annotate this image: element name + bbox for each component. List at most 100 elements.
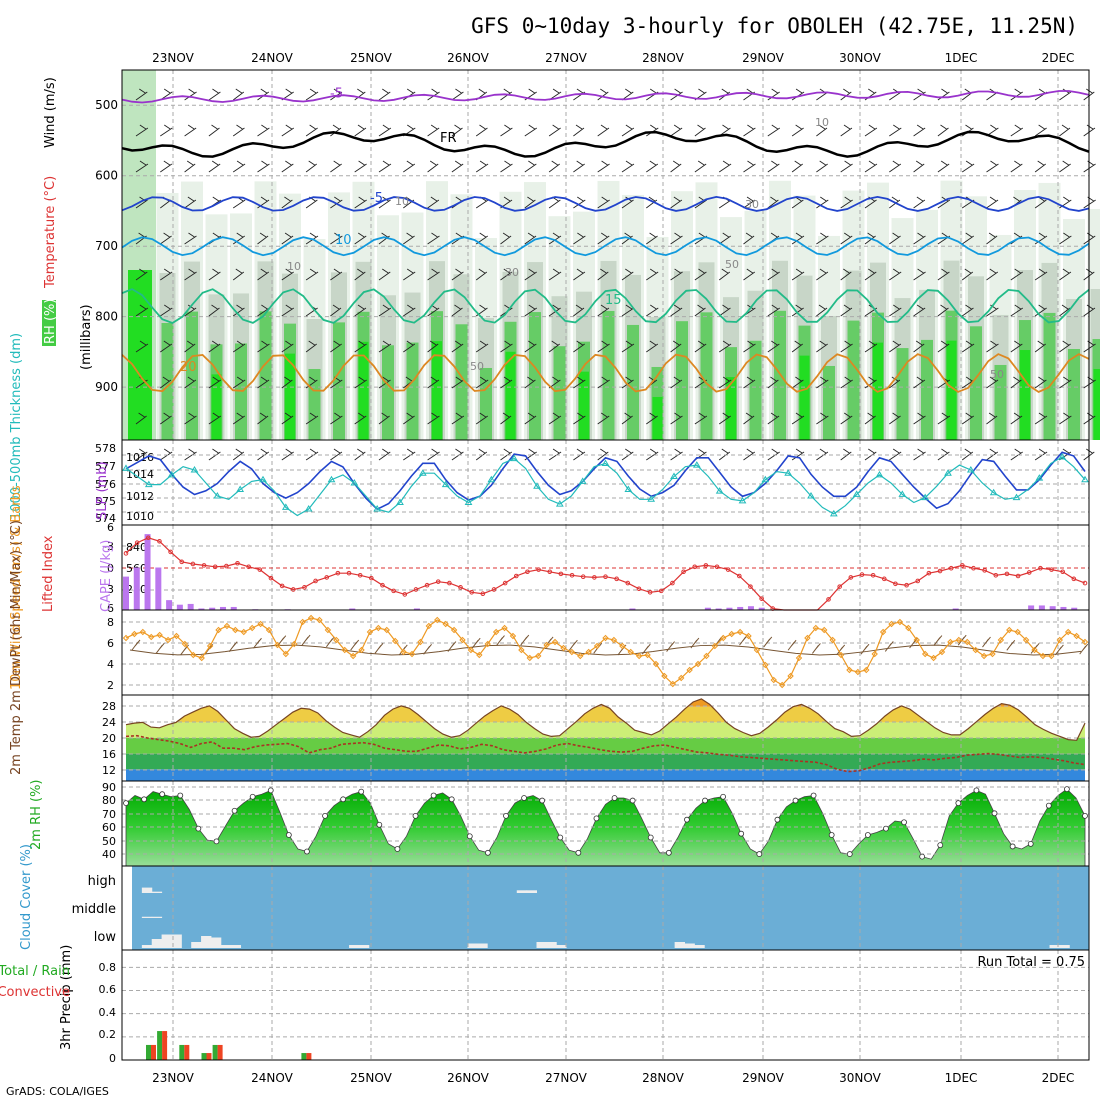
y-tick-upper-air: 700 xyxy=(95,239,118,253)
wind-barb xyxy=(378,124,392,137)
thickness-marker xyxy=(670,472,678,479)
wind-barb xyxy=(184,268,197,281)
wind-barb xyxy=(573,340,585,353)
lifted-index-ylabel: Lifted Index xyxy=(41,535,56,612)
wind-speed-marker xyxy=(122,634,130,642)
wind-speed-marker xyxy=(627,648,634,656)
wind-barb xyxy=(135,448,148,461)
lifted-index-marker xyxy=(725,567,731,572)
wind-speed-marker xyxy=(728,630,735,638)
wind-barb xyxy=(257,340,270,353)
y-tick-lifted-index: 0 xyxy=(107,562,114,575)
thickness-marker xyxy=(944,469,952,476)
thickness-marker xyxy=(715,487,724,494)
surface-wind-barb xyxy=(1055,644,1064,656)
temperature-ylabel-group: 2m Temp 2m DewPt (6hr Min/Max) (°C) xyxy=(9,520,24,775)
wind-speed-marker xyxy=(1064,628,1072,636)
wind-barb xyxy=(403,160,416,173)
rh-shade-70 xyxy=(847,320,860,440)
wind-speed-marker xyxy=(265,626,273,634)
wind-speed-marker xyxy=(1048,652,1055,660)
wind-barb xyxy=(160,124,173,137)
wind-barb xyxy=(524,196,536,209)
wind-barb xyxy=(961,304,974,317)
wind-speed-marker xyxy=(492,628,500,636)
rh-marker xyxy=(738,830,745,837)
cloud-cover-bar xyxy=(684,943,695,948)
wind-speed-marker xyxy=(307,614,315,622)
wind-speed-marker xyxy=(863,666,870,674)
wind-barb xyxy=(646,160,659,173)
wind-barb xyxy=(743,268,756,281)
precip-convective-bar xyxy=(184,1044,190,1060)
y-tick-upper-air: 900 xyxy=(95,380,118,394)
rh-marker xyxy=(466,833,473,840)
cloud-cover-bar xyxy=(151,939,163,948)
wind-barb xyxy=(305,340,317,353)
wind-speed-marker xyxy=(1081,638,1089,646)
isotherm-line xyxy=(121,130,1090,158)
wind-speed-marker xyxy=(1014,628,1021,636)
wind-barb xyxy=(427,160,439,173)
rh-shade-70 xyxy=(186,311,198,440)
rh-shade-70 xyxy=(308,368,321,440)
cloud-ylabel: Cloud Cover (%) xyxy=(19,844,34,950)
wind-speed-marker xyxy=(274,641,281,649)
lifted-index-marker xyxy=(748,584,753,589)
rh-contour-label: 50 xyxy=(725,258,739,271)
wind-speed-marker xyxy=(770,676,777,684)
wind-barb xyxy=(694,304,706,317)
surface-wind-barb xyxy=(812,643,821,654)
y-tick-temperature: 12 xyxy=(102,764,116,777)
y-tick-thickness: 574 xyxy=(95,512,116,525)
wind-barb xyxy=(1059,196,1072,209)
wind-speed-marker xyxy=(964,638,971,646)
wind-barb xyxy=(791,376,804,389)
y-tick-wind: 2 xyxy=(107,679,114,692)
lifted-index-marker xyxy=(580,574,586,580)
wind-barb xyxy=(500,232,512,245)
rh-marker xyxy=(647,834,654,841)
wind-barb xyxy=(889,412,901,425)
wind-barb xyxy=(864,232,876,245)
rh-marker xyxy=(340,796,347,803)
surface-wind-barb xyxy=(131,639,141,651)
wind-barb xyxy=(718,160,732,173)
wind-ylabel-group: 10m Wind Speed (m/s) & Barbs xyxy=(9,485,24,690)
wind-speed-marker xyxy=(652,660,660,668)
rh-shade-70 xyxy=(259,311,272,440)
wind-speed-marker xyxy=(619,642,626,650)
wind-barb xyxy=(1059,160,1071,173)
thickness-marker xyxy=(966,466,975,473)
wind-barb xyxy=(354,268,366,281)
surface-wind-barb xyxy=(374,642,384,654)
wind-barb xyxy=(524,232,537,245)
surface-wind-barb xyxy=(155,642,165,654)
wind-barb xyxy=(889,340,902,353)
cloud-ylabel-group: Cloud Cover (%) xyxy=(19,844,34,950)
wind-speed-marker xyxy=(190,651,197,659)
rh-shade-70 xyxy=(602,310,615,440)
lifted-index-marker xyxy=(937,568,943,574)
y-tick-upper-air: 500 xyxy=(95,98,118,112)
wind-barb xyxy=(961,232,974,245)
wind-speed-marker xyxy=(686,666,693,674)
lifted-index-marker xyxy=(647,589,653,595)
surface-wind-barb xyxy=(423,643,432,655)
lifted-index-line xyxy=(125,537,1086,611)
cloud-cover-bar xyxy=(536,942,547,948)
wind-speed-marker xyxy=(148,633,155,641)
rh-marker xyxy=(1082,812,1088,819)
wind-barb xyxy=(1010,160,1023,173)
rh-shade-90 xyxy=(358,341,369,440)
x-tick-label-bottom: 28NOV xyxy=(642,1071,684,1085)
lifted-index-marker xyxy=(948,565,954,571)
wind-barb xyxy=(864,160,878,173)
precip-convective-bar xyxy=(306,1053,312,1060)
wind-speed-marker xyxy=(324,626,332,634)
y-tick-rh: 70 xyxy=(102,808,116,821)
precip-total-bar xyxy=(157,1031,163,1060)
wind-barb xyxy=(1034,304,1047,317)
isotherm-label: 15 xyxy=(605,293,622,308)
wind-barb xyxy=(378,304,392,317)
